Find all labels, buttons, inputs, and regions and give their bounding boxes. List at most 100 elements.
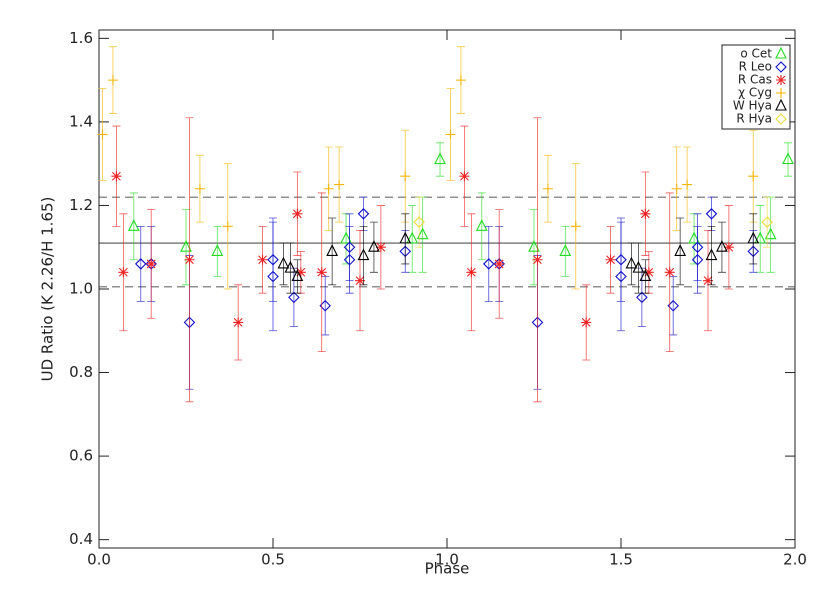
error-bar bbox=[129, 192, 138, 261]
marker bbox=[334, 179, 345, 190]
legend-label: R Cas bbox=[738, 73, 772, 87]
marker bbox=[542, 183, 553, 194]
marker bbox=[292, 208, 303, 219]
error-bar bbox=[477, 192, 486, 261]
marker bbox=[748, 171, 759, 182]
error-bar bbox=[634, 242, 643, 294]
marker bbox=[111, 171, 122, 182]
marker bbox=[357, 208, 370, 220]
marker bbox=[459, 171, 470, 182]
marker bbox=[640, 208, 651, 219]
error-bar bbox=[408, 205, 417, 273]
marker bbox=[688, 231, 700, 244]
marker bbox=[532, 254, 543, 265]
error-bar bbox=[763, 196, 772, 248]
x-tick-label: 1.5 bbox=[609, 551, 633, 569]
legend-box bbox=[721, 44, 791, 130]
marker bbox=[233, 317, 244, 328]
marker bbox=[343, 241, 356, 254]
error-bar bbox=[676, 217, 685, 286]
marker bbox=[705, 208, 718, 220]
marker bbox=[528, 239, 540, 252]
marker bbox=[323, 183, 334, 194]
marker bbox=[146, 258, 157, 269]
error-bar bbox=[707, 196, 716, 231]
marker bbox=[340, 231, 352, 244]
marker bbox=[267, 253, 279, 266]
x-tick-label: 2.0 bbox=[783, 551, 807, 569]
marker bbox=[368, 239, 380, 252]
marker bbox=[295, 267, 306, 278]
marker bbox=[466, 267, 477, 278]
marker bbox=[257, 254, 268, 265]
marker bbox=[754, 231, 767, 244]
error-bar bbox=[401, 213, 410, 265]
marker bbox=[643, 267, 654, 278]
error-bar bbox=[286, 242, 295, 294]
marker bbox=[747, 231, 760, 244]
marker bbox=[134, 258, 147, 270]
marker bbox=[180, 239, 192, 252]
marker bbox=[776, 75, 786, 85]
marker bbox=[775, 113, 787, 125]
marker bbox=[316, 267, 327, 278]
error-bar bbox=[369, 221, 378, 273]
error-bar bbox=[756, 205, 765, 273]
error-bar bbox=[749, 213, 758, 265]
marker bbox=[664, 267, 675, 278]
error-bar bbox=[436, 142, 445, 177]
y-tick-label: 1.2 bbox=[69, 196, 93, 214]
marker bbox=[97, 129, 108, 140]
error-bar bbox=[530, 209, 538, 286]
x-tick-label: 0.0 bbox=[87, 551, 111, 569]
marker bbox=[775, 46, 787, 59]
marker bbox=[581, 317, 592, 328]
error-bar bbox=[136, 225, 145, 302]
marker bbox=[400, 171, 411, 182]
marker bbox=[782, 152, 794, 165]
marker bbox=[776, 88, 786, 98]
y-tick-label: 0.8 bbox=[69, 363, 93, 381]
marker bbox=[107, 75, 118, 86]
marker bbox=[284, 260, 297, 273]
marker bbox=[682, 179, 693, 190]
marker bbox=[357, 248, 370, 261]
marker bbox=[625, 256, 638, 269]
error-bar bbox=[484, 225, 493, 302]
error-bar bbox=[627, 242, 636, 286]
error-bar bbox=[717, 221, 726, 273]
error-bar bbox=[561, 225, 570, 277]
error-bar bbox=[345, 213, 354, 282]
marker bbox=[494, 258, 505, 269]
marker bbox=[723, 242, 734, 253]
error-bar bbox=[279, 242, 288, 286]
error-bar bbox=[182, 209, 190, 286]
error-bar bbox=[359, 225, 368, 286]
legend-label: χ Cyg bbox=[738, 86, 772, 100]
marker bbox=[194, 183, 205, 194]
marker bbox=[445, 129, 456, 140]
marker bbox=[703, 275, 713, 286]
marker bbox=[475, 219, 488, 231]
marker bbox=[671, 183, 682, 194]
legend-label: W Hya bbox=[733, 99, 772, 113]
marker bbox=[764, 227, 777, 240]
marker bbox=[211, 244, 224, 256]
marker bbox=[413, 216, 425, 228]
y-axis-title: UD Ratio (K 2.26/H 1.65) bbox=[39, 197, 57, 382]
marker bbox=[118, 267, 129, 278]
marker bbox=[636, 291, 648, 304]
marker bbox=[775, 61, 787, 73]
marker bbox=[559, 244, 572, 256]
error-bar bbox=[269, 217, 277, 302]
error-bar bbox=[784, 142, 793, 177]
marker bbox=[639, 269, 652, 282]
marker bbox=[691, 241, 704, 254]
error-bar bbox=[328, 217, 337, 286]
marker bbox=[705, 248, 718, 261]
y-tick-label: 0.4 bbox=[69, 530, 93, 548]
y-tick-label: 1.4 bbox=[69, 112, 93, 130]
marker bbox=[222, 221, 233, 232]
